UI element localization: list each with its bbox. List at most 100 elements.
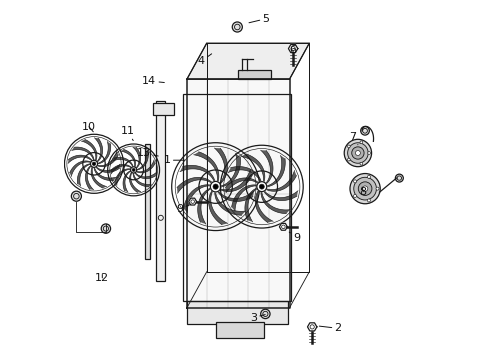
Polygon shape	[214, 193, 245, 215]
Polygon shape	[68, 155, 92, 163]
Text: 5: 5	[248, 14, 269, 24]
Circle shape	[71, 191, 81, 201]
Text: 14: 14	[142, 76, 164, 86]
Circle shape	[132, 168, 135, 171]
Polygon shape	[307, 323, 316, 331]
Polygon shape	[186, 43, 309, 79]
Text: 3: 3	[249, 312, 264, 323]
Text: 10: 10	[82, 122, 96, 132]
Polygon shape	[98, 141, 110, 164]
Polygon shape	[218, 191, 253, 202]
Text: 8: 8	[359, 186, 366, 197]
Polygon shape	[241, 154, 264, 181]
Polygon shape	[115, 169, 130, 185]
Circle shape	[210, 181, 221, 192]
Polygon shape	[94, 168, 116, 180]
Circle shape	[395, 174, 403, 182]
Polygon shape	[177, 177, 211, 193]
Polygon shape	[111, 165, 131, 174]
Text: 12: 12	[95, 273, 109, 283]
Polygon shape	[260, 150, 272, 184]
Circle shape	[366, 199, 370, 202]
Polygon shape	[221, 170, 252, 192]
Text: 4: 4	[197, 54, 211, 66]
Circle shape	[260, 309, 269, 319]
Circle shape	[349, 174, 380, 204]
Polygon shape	[133, 147, 141, 168]
Polygon shape	[279, 223, 287, 230]
Polygon shape	[197, 188, 210, 224]
Text: 7: 7	[348, 132, 357, 145]
Polygon shape	[136, 160, 155, 173]
Polygon shape	[94, 138, 102, 162]
Polygon shape	[208, 191, 227, 225]
Circle shape	[92, 162, 96, 166]
Circle shape	[359, 141, 362, 144]
Text: 2: 2	[319, 323, 341, 333]
Polygon shape	[85, 166, 93, 190]
Circle shape	[232, 22, 242, 32]
Polygon shape	[267, 156, 285, 186]
Bar	[156, 101, 165, 281]
Polygon shape	[77, 164, 90, 186]
Polygon shape	[133, 174, 151, 187]
Circle shape	[90, 160, 98, 167]
Polygon shape	[221, 153, 240, 186]
Circle shape	[256, 182, 266, 192]
Text: 9: 9	[288, 232, 300, 243]
Bar	[215, 322, 264, 338]
Polygon shape	[98, 151, 118, 167]
Polygon shape	[81, 139, 97, 160]
Polygon shape	[228, 167, 261, 181]
Circle shape	[353, 177, 376, 200]
Circle shape	[375, 187, 378, 190]
Polygon shape	[214, 148, 227, 183]
Polygon shape	[288, 45, 297, 53]
Circle shape	[355, 150, 360, 156]
Polygon shape	[91, 167, 106, 188]
Circle shape	[344, 139, 371, 167]
Polygon shape	[180, 165, 214, 181]
Circle shape	[347, 145, 349, 148]
Bar	[186, 301, 287, 324]
Circle shape	[259, 184, 264, 189]
Polygon shape	[96, 164, 120, 172]
Polygon shape	[123, 171, 130, 192]
Polygon shape	[112, 157, 133, 166]
Text: 1: 1	[163, 155, 184, 165]
Circle shape	[347, 158, 349, 161]
Polygon shape	[183, 185, 209, 213]
Circle shape	[351, 147, 363, 159]
Circle shape	[359, 162, 362, 165]
Circle shape	[347, 143, 367, 163]
Polygon shape	[231, 185, 256, 211]
Circle shape	[101, 224, 110, 233]
Circle shape	[353, 194, 356, 197]
Polygon shape	[264, 191, 297, 201]
FancyBboxPatch shape	[238, 70, 270, 79]
Polygon shape	[69, 161, 90, 176]
Bar	[183, 94, 291, 301]
Polygon shape	[129, 173, 141, 192]
Bar	[152, 103, 174, 115]
Polygon shape	[121, 149, 135, 167]
Polygon shape	[261, 192, 289, 213]
Polygon shape	[72, 147, 94, 160]
Polygon shape	[188, 198, 196, 205]
Circle shape	[213, 184, 218, 189]
Polygon shape	[244, 188, 256, 222]
Circle shape	[353, 180, 356, 183]
Circle shape	[360, 126, 368, 135]
Text: 13: 13	[137, 148, 158, 158]
Text: 6: 6	[289, 45, 296, 55]
Polygon shape	[186, 79, 289, 308]
Text: 11: 11	[120, 126, 134, 140]
Circle shape	[367, 152, 370, 154]
Polygon shape	[135, 172, 156, 179]
Polygon shape	[266, 171, 296, 191]
Bar	[144, 144, 149, 259]
Polygon shape	[225, 178, 258, 193]
Circle shape	[362, 186, 367, 192]
Text: 9: 9	[176, 204, 190, 214]
Circle shape	[358, 182, 371, 195]
